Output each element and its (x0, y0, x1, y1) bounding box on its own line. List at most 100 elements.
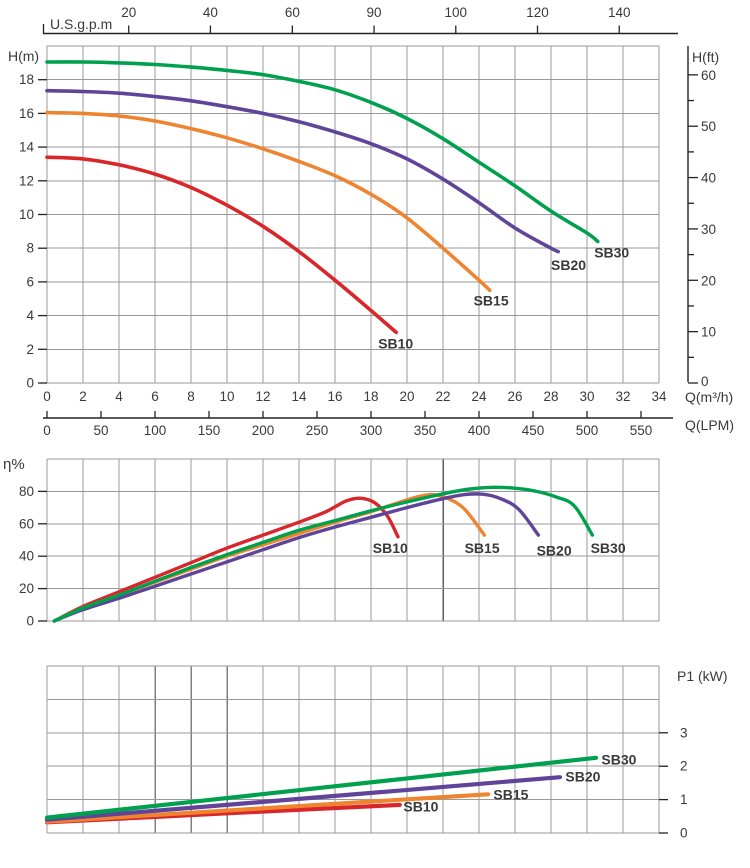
series-SB20-curve (45, 88, 560, 254)
head-m-tick-label: 2 (26, 342, 34, 357)
axes (38, 490, 47, 622)
head-chart-render: 20 40 60 90 100 120 14002468101214161801020304… (19, 5, 716, 438)
head-ft-tick-label: 20 (701, 273, 716, 288)
usgpm-tick-label: 40 (203, 5, 218, 20)
lpm-tick-label: 500 (576, 423, 599, 438)
efficiency-tick-label: 80 (19, 484, 34, 499)
efficiency-tick-label: 40 (19, 549, 34, 564)
efficiency-axis-title: η% (3, 456, 25, 473)
head-m-tick-label: 16 (19, 106, 34, 121)
axes (659, 732, 668, 834)
power-tick-label: 0 (680, 826, 688, 841)
lpm-tick-label: 400 (468, 423, 491, 438)
series-SB10-curve (45, 155, 398, 335)
series-SB20-label: SB20 (551, 257, 586, 273)
series-SB30-label: SB30 (591, 540, 626, 556)
usgpm-tick-label: 120 (526, 5, 549, 20)
flow-m3h-tick-label: 6 (151, 389, 159, 404)
flow-m3h-tick-label: 14 (291, 389, 307, 404)
series-SB15-label: SB15 (493, 787, 528, 803)
power-tick-label: 2 (680, 759, 688, 774)
head-m-tick-label: 18 (19, 72, 34, 87)
efficiency-tick-label: 0 (26, 614, 34, 629)
usgpm-axis-title: U.S.g.p.m (50, 16, 112, 32)
flow-m3h-tick-label: 30 (579, 389, 594, 404)
lpm-tick-label: 0 (43, 423, 51, 438)
series-SB20-curve (44, 775, 563, 822)
usgpm-tick-label: 90 (367, 5, 382, 20)
series-SB20-label: SB20 (565, 769, 600, 785)
flow-m3h-tick-label: 32 (615, 389, 630, 404)
usgpm-tick-label: 60 (285, 5, 300, 20)
head-ft-tick-label: 10 (701, 325, 716, 340)
flow-m3h-tick-label: 0 (43, 389, 51, 404)
grid (46, 458, 660, 622)
power-tick-label: 1 (680, 792, 688, 807)
head-m-tick-label: 4 (26, 308, 34, 323)
usgpm-tick-label: 140 (608, 5, 631, 20)
series-SB30-curve (44, 755, 599, 820)
grid (46, 665, 660, 834)
efficiency-chart-render: 0 20 40 60 80 SB10 SB15 SB20 SB30 (19, 458, 660, 629)
series-SB10-label: SB10 (378, 335, 413, 351)
head-ft-tick-label: 40 (701, 171, 716, 186)
head-m-axis-title: H(m) (8, 48, 39, 64)
flow-m3h-tick-label: 2 (79, 389, 87, 404)
flow-m3h-tick-label: 34 (651, 389, 667, 404)
flow-m3h-tick-label: 4 (115, 389, 123, 404)
flow-m3h-tick-label: 28 (543, 389, 558, 404)
head-m-tick-label: 8 (26, 241, 34, 256)
head-ft-axis-title: H(ft) (692, 49, 719, 65)
usgpm-tick-label: 20 (121, 5, 136, 20)
series-SB30-curve (52, 485, 595, 623)
lpm-tick-label: 250 (306, 423, 329, 438)
lpm-tick-label: 50 (93, 423, 108, 438)
efficiency-tick-label: 60 (19, 516, 34, 531)
head-ft-tick-label: 30 (701, 222, 716, 237)
usgpm-tick-label: 100 (445, 5, 468, 20)
power-tick-label: 3 (680, 725, 688, 740)
series-SB10-curve (52, 496, 400, 623)
series-SB30-label: SB30 (601, 752, 636, 768)
head-flow-chart: 20 40 60 90 100 120 14002468101214161801020304… (8, 5, 734, 438)
flow-m3h-tick-label: 18 (363, 389, 378, 404)
flow-lpm-axis-title: Q(LPM) (685, 417, 734, 433)
head-m-tick-label: 0 (26, 376, 34, 391)
efficiency-tick-label: 20 (19, 581, 34, 596)
grid (46, 45, 660, 384)
axes (38, 24, 698, 419)
flow-m3h-tick-label: 26 (507, 389, 522, 404)
head-m-tick-label: 10 (19, 207, 34, 222)
flow-m3h-tick-label: 10 (219, 389, 234, 404)
power-axis-title: P1 (kW) (677, 668, 728, 684)
flow-m3h-tick-label: 24 (471, 389, 487, 404)
series-SB20-curve (52, 492, 541, 623)
lpm-tick-label: 550 (630, 423, 653, 438)
flow-m3h-tick-label: 16 (327, 389, 342, 404)
lpm-tick-label: 450 (522, 423, 545, 438)
head-m-tick-label: 12 (19, 173, 34, 188)
head-m-tick-label: 14 (19, 140, 35, 155)
efficiency-chart: 0 20 40 60 80 SB10 SB15 SB20 SB30 η% (3, 456, 660, 629)
series-SB15-curve (45, 110, 492, 293)
flow-m3h-tick-label: 20 (399, 389, 414, 404)
head-ft-tick-label: 0 (701, 374, 709, 389)
flow-m3h-tick-label: 12 (255, 389, 270, 404)
series-SB20-label: SB20 (537, 542, 572, 558)
flow-m3h-tick-label: 22 (435, 389, 450, 404)
flow-m3h-tick-label: 8 (187, 389, 195, 404)
series-SB10-label: SB10 (403, 799, 438, 815)
series-SB15-curve (44, 792, 491, 824)
head-ft-tick-label: 50 (701, 119, 716, 134)
series-SB10-label: SB10 (373, 540, 408, 556)
series-SB15-label: SB15 (465, 540, 500, 556)
lpm-tick-label: 300 (360, 423, 383, 438)
series-SB30-curve (45, 60, 600, 244)
lpm-tick-label: 100 (144, 423, 167, 438)
head-m-tick-label: 6 (26, 274, 34, 289)
head-ft-tick-label: 60 (701, 68, 716, 83)
lpm-tick-label: 200 (252, 423, 275, 438)
